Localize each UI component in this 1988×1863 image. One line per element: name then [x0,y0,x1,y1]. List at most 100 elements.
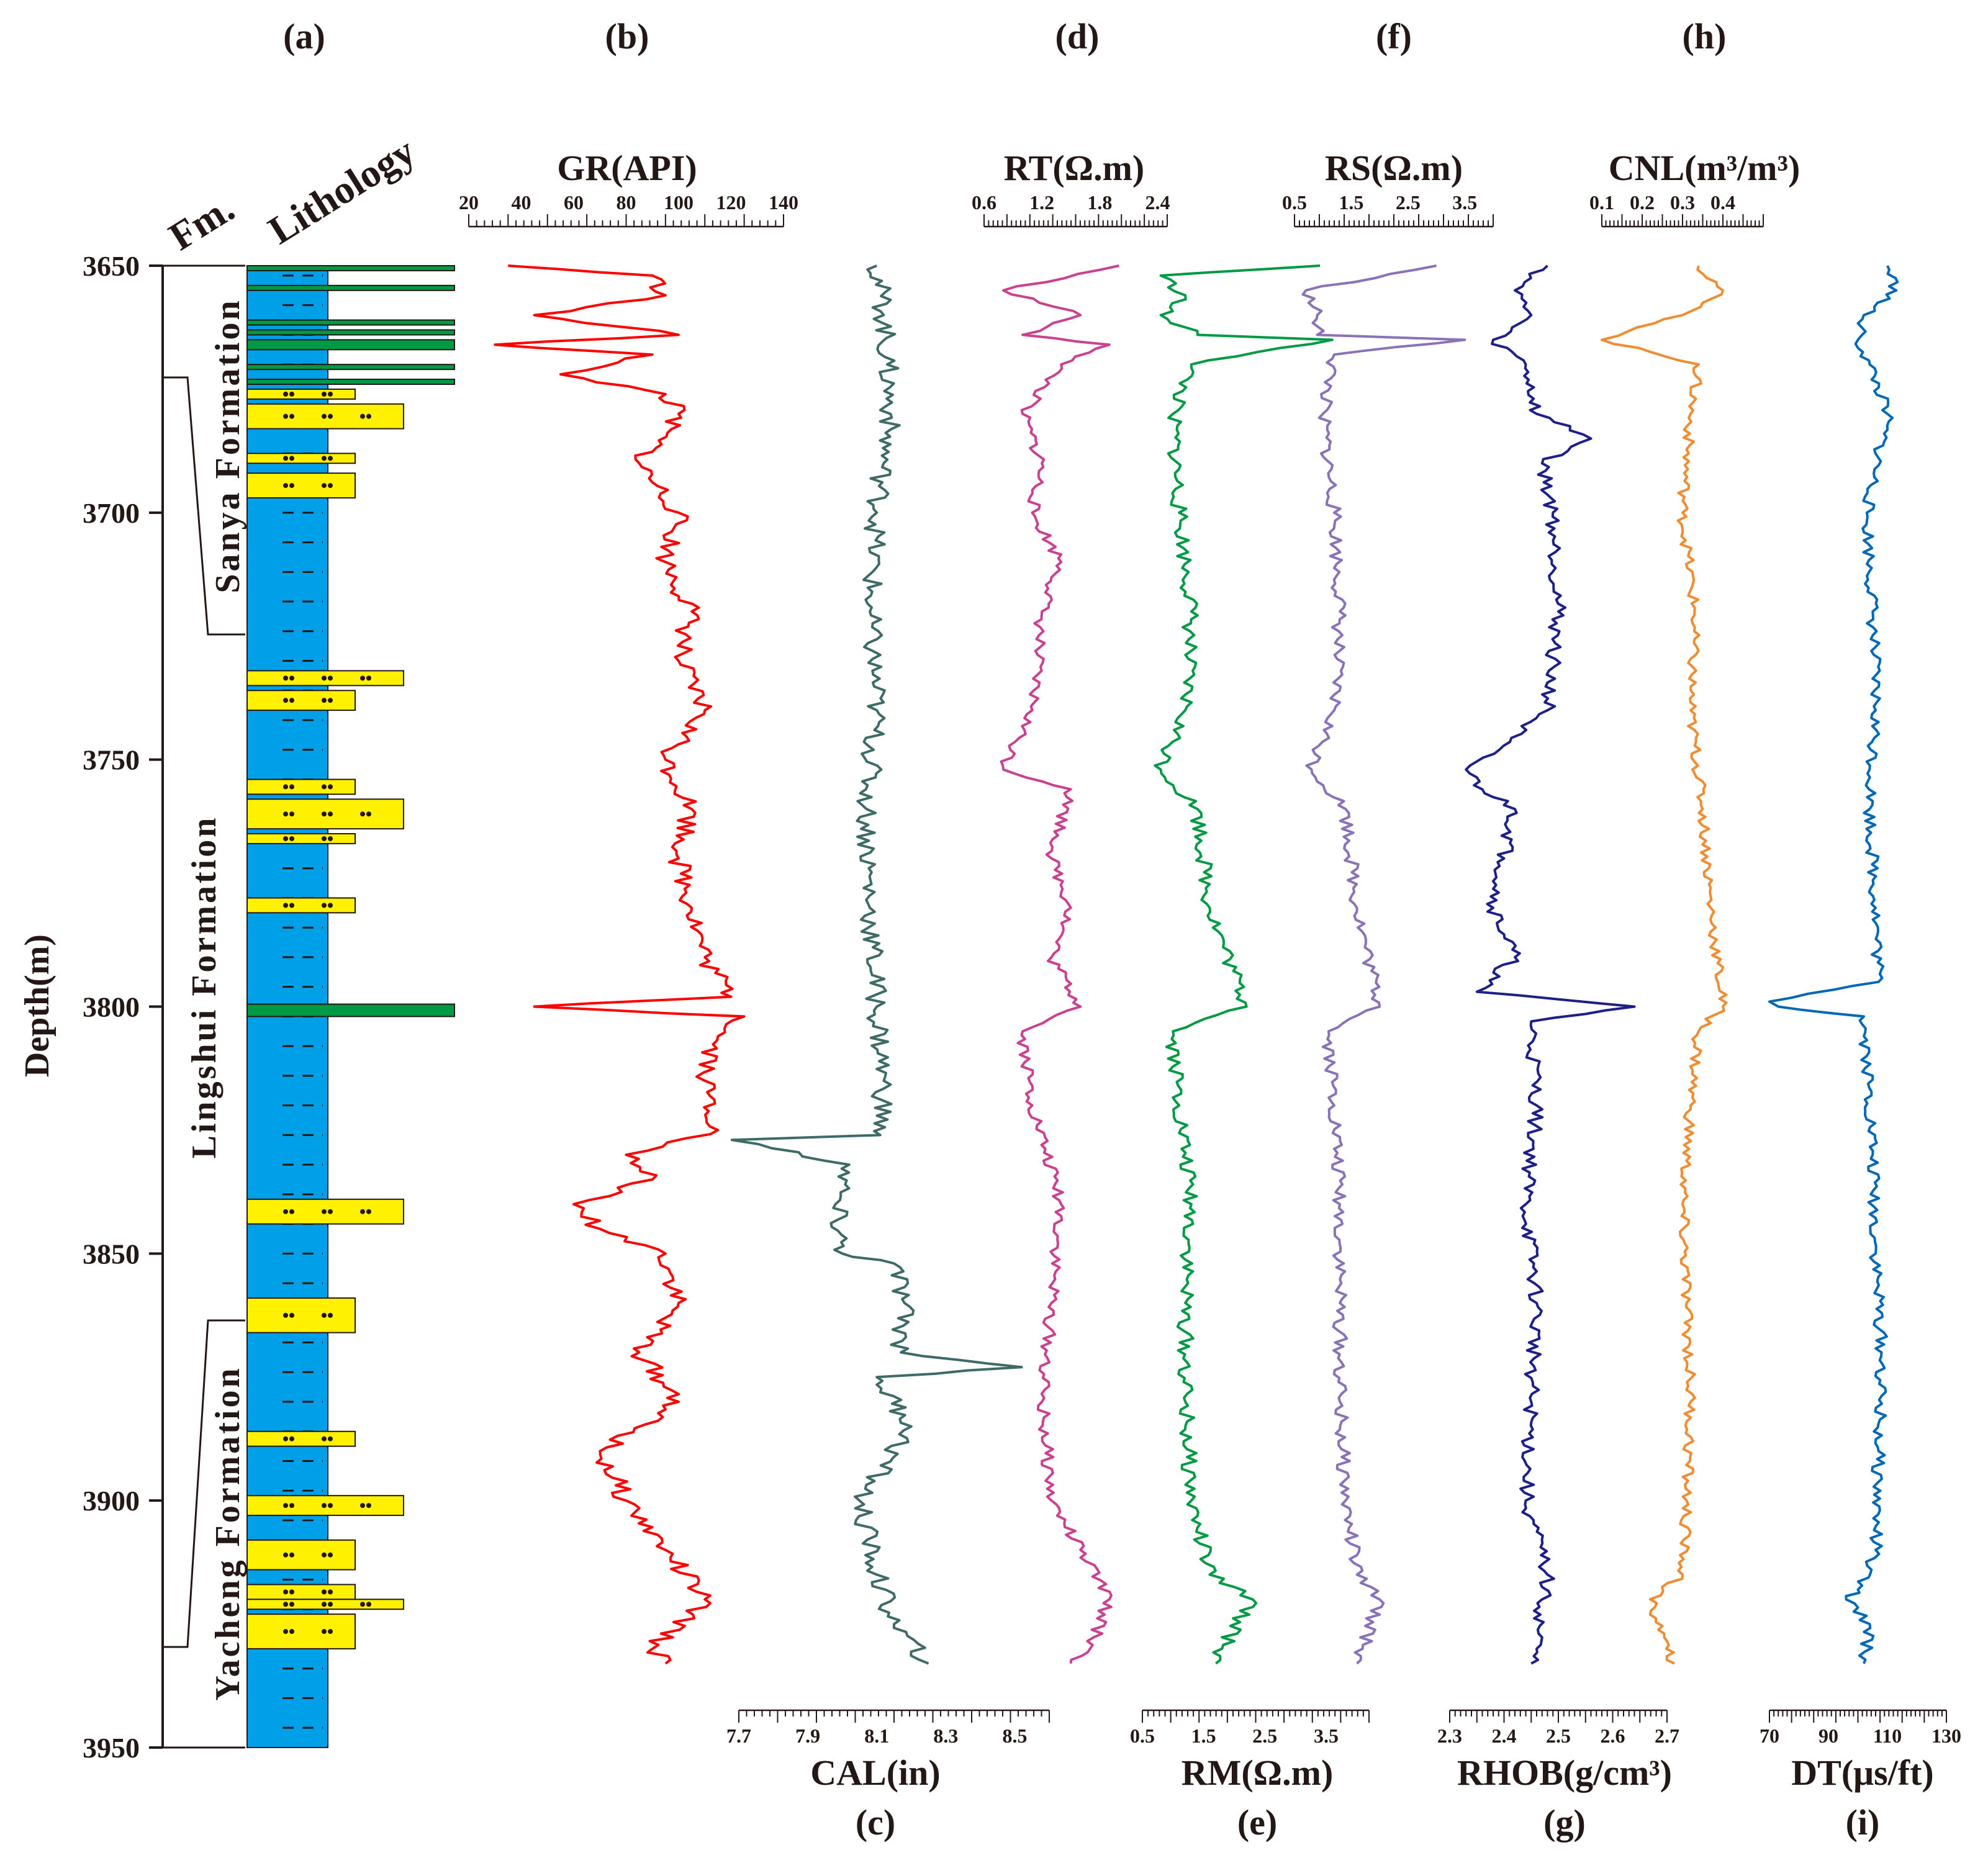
sandstone-layer [246,1430,356,1447]
sandstone-grain-dot [289,1552,294,1558]
formation-label-yacheng: Yacheng Formation [209,1366,247,1700]
sandstone-grain-dot [283,1629,288,1635]
sandstone-grain-dot [283,1589,288,1595]
sandstone-grain-dot [283,1602,288,1607]
sandstone-grain-dot [322,1209,327,1214]
gr-axis-label: 40 [512,191,531,214]
depth-tick-label: 3700 [83,497,140,529]
rhob-curve [1465,264,1636,1665]
sandstone-grain-dot [283,1552,288,1558]
gr-axis-label: 140 [769,191,798,214]
depth-ticks: 3650 3700 3750 3800 3850 3900 3950 [83,250,163,1764]
rhob-axis-label: 2.6 [1601,1725,1625,1747]
panel-letter-g: (g) [1543,1802,1586,1843]
coal-seam [246,319,455,326]
sandstone-grain-dot [283,456,288,461]
rt-curve [1000,264,1119,1664]
coal-seam [246,284,455,291]
panel-letter-d: (d) [1055,16,1100,56]
dt-axis-label: 110 [1873,1725,1902,1747]
sandstone-grain-dot [360,811,365,817]
formation-label-sanya: Sanya Formation [209,298,247,593]
lithology-column [246,265,455,1748]
lithology-column-header: Lithology [261,129,423,253]
panel-letter-c: (c) [856,1802,895,1843]
sandstone-layer [246,690,356,711]
formation-column-header: Fm. [161,186,242,259]
formation-bracket-upper [161,264,245,636]
sandstone-grain-dot [283,903,288,908]
rt-axis-label: 1.2 [1029,191,1054,214]
sandstone-grain-dot [322,1589,327,1595]
sandstone-grain-dot [328,413,333,419]
rhob-axis-label: 2.4 [1492,1725,1517,1747]
rm-axis-label: 2.5 [1252,1725,1277,1747]
gr-axis-label: 120 [716,191,746,214]
rm-title: RM(Ω.m) [1182,1752,1334,1793]
panel-letter-h: (h) [1683,16,1727,56]
sandstone-grain-dot [328,1312,333,1318]
rm-axis-label: 3.5 [1314,1725,1339,1747]
dt-axis-label: 70 [1760,1725,1779,1747]
coal-seam [246,329,455,336]
coal-seam [246,1003,455,1017]
sandstone-grain-dot [366,1602,371,1607]
sandstone-layer [246,472,356,498]
sandstone-grain-dot [360,675,365,681]
sandstone-grain-dot [322,1552,327,1558]
sandstone-grain-dot [322,903,327,908]
sandstone-grain-dot [322,483,327,489]
sandstone-grain-dot [289,483,294,489]
cnl-curve [1601,265,1728,1665]
panel-letter-a: (a) [283,16,325,56]
rhob-title: RHOB(g/cm³) [1457,1752,1672,1793]
sandstone-grain-dot [283,413,288,419]
rt-axis-label: 1.8 [1087,191,1112,214]
sandstone-grain-dot [328,811,333,817]
log-curves [494,264,1899,1665]
sandstone-grain-dot [289,1312,294,1318]
sandstone-layer [246,1584,356,1600]
sandstone-grain-dot [289,456,294,461]
cal-axis-label: 7.9 [795,1725,820,1747]
sandstone-grain-dot [328,784,333,790]
sandstone-layer [246,1198,404,1225]
sandstone-grain-dot [283,698,288,703]
sandstone-grain-dot [328,675,333,681]
coal-seam [246,265,455,271]
sandstone-grain-dot [283,391,288,397]
sandstone-grain-dot [289,1209,294,1214]
sandstone-grain-dot [328,1629,333,1635]
rt-axis-label: 2.4 [1145,191,1170,214]
sandstone-grain-dot [360,1209,365,1214]
rs-curve [1301,264,1466,1665]
sandstone-grain-dot [322,836,327,841]
sandstone-grain-dot [322,391,327,397]
sandstone-grain-dot [366,675,371,681]
sandstone-grain-dot [289,903,294,908]
coal-seams [246,265,455,1017]
rt-axis-label: 0.6 [972,191,996,214]
sandstone-grain-dot [328,698,333,703]
rs-axis-label: 2.5 [1396,191,1421,214]
sandstone-grain-dot [328,1589,333,1595]
cnl-title: CNL(m³/m³) [1609,148,1800,188]
sandstone-grain-dot [360,1503,365,1509]
cnl-axis-label: 0.2 [1630,191,1655,214]
cnl-axis-label: 0.4 [1710,191,1735,214]
sandstone-grain-dot [328,1209,333,1214]
depth-tick-label: 3750 [83,744,140,776]
sandstone-grain-dot [283,1503,288,1509]
cal-axis-label: 8.3 [933,1725,958,1747]
sandstone-grain-dot [366,1503,371,1509]
panel-letter-b: (b) [605,16,649,56]
panel-letter-i: (i) [1846,1802,1880,1843]
rs-axis-label: 1.5 [1339,191,1363,214]
formation-label-lingshui: Lingshui Formation [185,816,224,1159]
sandstone-layer [246,1613,356,1649]
sandstone-grain-dot [322,1629,327,1635]
rs-title: RS(Ω.m) [1325,148,1463,188]
sandstone-grain-dot [289,1503,294,1509]
rt-title: RT(Ω.m) [1004,148,1144,188]
